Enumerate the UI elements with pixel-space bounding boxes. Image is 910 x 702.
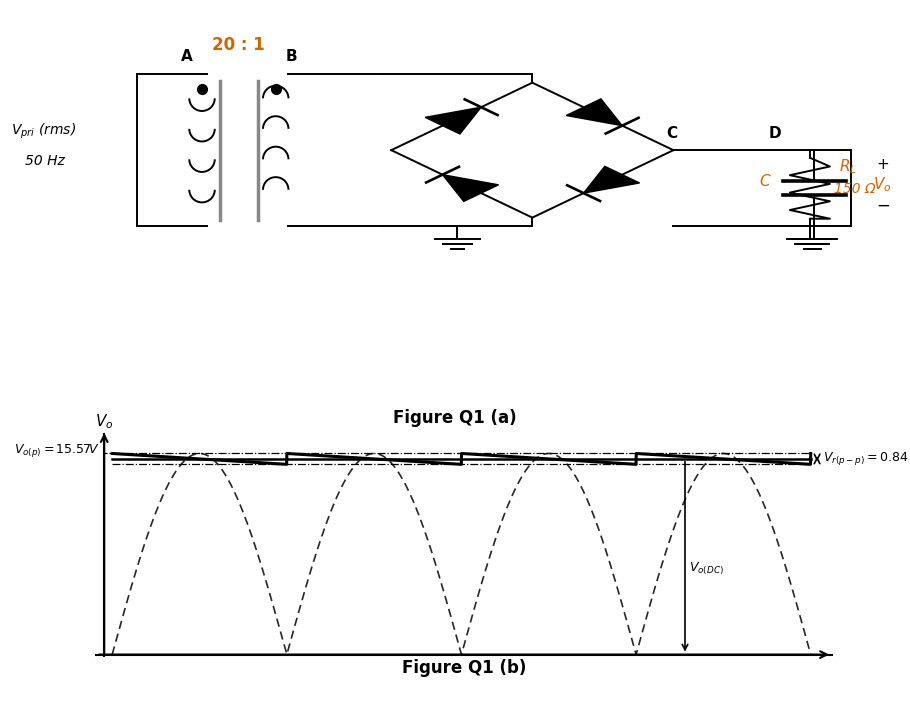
Text: 50 Hz: 50 Hz <box>25 154 66 168</box>
Text: $V_{pri}$ (rms): $V_{pri}$ (rms) <box>11 122 76 141</box>
Polygon shape <box>566 99 622 126</box>
Text: $V_{o(p)} = 15.57V$: $V_{o(p)} = 15.57V$ <box>15 442 100 458</box>
Text: B: B <box>286 49 297 64</box>
Text: Figure Q1 (a): Figure Q1 (a) <box>393 409 517 427</box>
Text: C: C <box>760 174 771 189</box>
Text: +: + <box>876 157 889 172</box>
Polygon shape <box>442 175 499 201</box>
Text: $V_{o(DC)}$: $V_{o(DC)}$ <box>689 561 724 578</box>
Polygon shape <box>425 107 481 134</box>
Text: 150 Ω: 150 Ω <box>834 183 876 197</box>
Text: Figure Q1 (b): Figure Q1 (b) <box>402 658 526 677</box>
Text: $R_L$: $R_L$ <box>839 158 857 176</box>
Polygon shape <box>583 166 640 193</box>
Text: −: − <box>875 197 890 215</box>
Text: C: C <box>666 126 677 141</box>
Text: D: D <box>769 126 782 141</box>
Text: $V_o$: $V_o$ <box>95 412 114 431</box>
Text: 20 : 1: 20 : 1 <box>213 36 265 54</box>
Text: A: A <box>181 49 192 64</box>
Text: $V_{r(p-p)} = 0.84$ V: $V_{r(p-p)} = 0.84$ V <box>824 451 910 468</box>
Text: $V_o$: $V_o$ <box>874 175 892 194</box>
